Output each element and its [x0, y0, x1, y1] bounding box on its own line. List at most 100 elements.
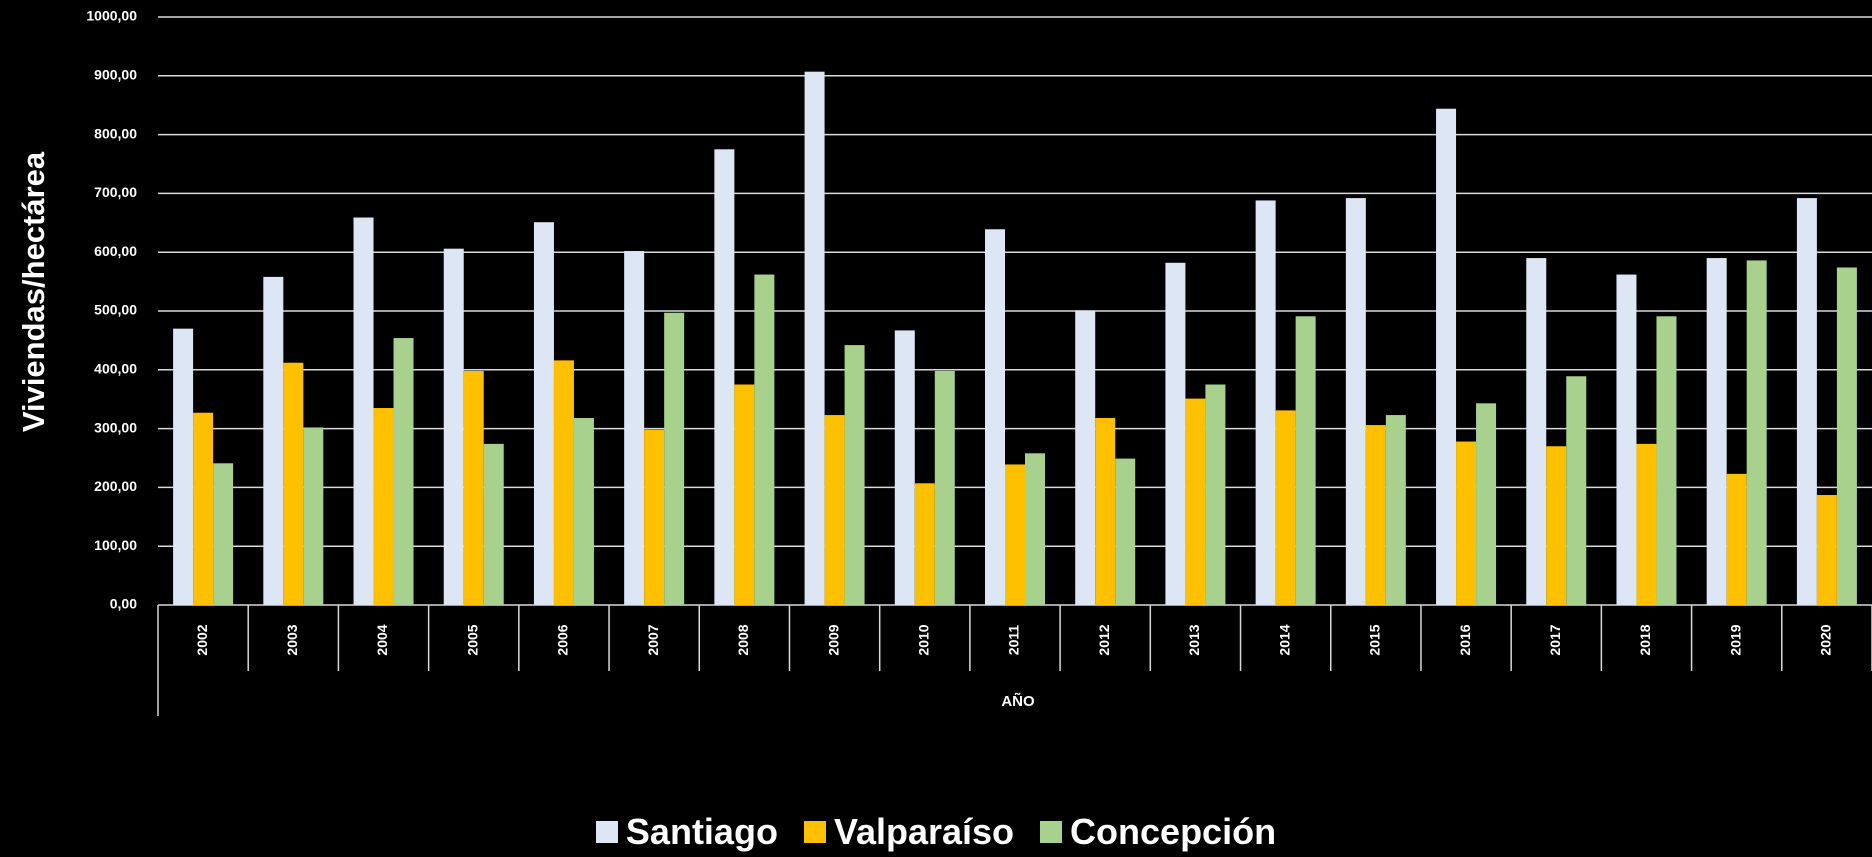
x-tick-label: 2003	[284, 624, 300, 655]
bar	[734, 384, 755, 605]
bar	[393, 338, 414, 605]
x-tick-label: 2018	[1637, 624, 1653, 655]
bar	[1836, 267, 1857, 605]
bar	[463, 370, 484, 605]
y-axis-title: Viviendas/hectárea	[16, 151, 51, 432]
legend-item: Santiago	[595, 811, 778, 853]
bar	[1636, 443, 1657, 605]
x-tick-label: 2010	[915, 624, 931, 655]
bar	[1185, 398, 1206, 605]
bar	[1365, 425, 1386, 605]
x-tick-label: 2008	[735, 624, 751, 655]
legend-swatch	[803, 821, 826, 843]
x-axis-title: AÑO	[1001, 692, 1035, 710]
x-tick-label: 2017	[1547, 624, 1563, 655]
bar	[1476, 403, 1497, 605]
bar	[1295, 316, 1316, 605]
bar	[1526, 258, 1547, 605]
x-tick-label: 2015	[1367, 624, 1383, 655]
y-tick-label: 600,00	[94, 243, 137, 259]
x-tick-label: 2004	[374, 624, 390, 655]
bar	[193, 412, 214, 605]
y-tick-label: 400,00	[94, 361, 137, 377]
bar	[934, 370, 955, 605]
x-tick-label: 2011	[1006, 625, 1022, 656]
x-tick-label: 2005	[464, 624, 480, 655]
y-tick-label: 900,00	[94, 67, 137, 83]
bar	[303, 427, 324, 605]
bar	[1385, 415, 1406, 605]
bar	[1796, 198, 1817, 605]
bar	[533, 222, 554, 605]
y-tick-label: 100,00	[94, 537, 137, 553]
bar	[1165, 262, 1186, 605]
bar	[754, 274, 775, 605]
y-tick-label: 200,00	[94, 478, 137, 494]
x-tick-label: 2013	[1186, 624, 1202, 655]
chart: Viviendas/hectárea AÑO 0,00 100,00 200,00 3…	[16, 8, 1872, 716]
bar	[824, 415, 845, 605]
bar	[894, 330, 915, 605]
y-tick-label: 800,00	[94, 125, 137, 141]
bar	[353, 217, 374, 605]
bar	[1456, 441, 1477, 605]
x-tick-label: 2016	[1457, 624, 1473, 655]
x-tick-label: 2007	[645, 624, 661, 655]
bar	[483, 443, 504, 605]
legend-label: Santiago	[625, 811, 778, 852]
bar	[644, 429, 665, 605]
bar	[1345, 198, 1366, 605]
x-tick-label: 2020	[1818, 624, 1834, 655]
y-tick-label: 0,00	[110, 596, 137, 612]
bar	[1275, 410, 1296, 605]
bar	[1075, 310, 1096, 605]
x-tick-label: 2006	[555, 624, 571, 655]
bar	[844, 345, 865, 605]
bar	[804, 71, 825, 605]
bar	[1095, 418, 1116, 605]
legend-label: Valparaíso	[833, 811, 1015, 852]
legend-item: Valparaíso	[803, 811, 1015, 853]
bar	[1726, 473, 1747, 605]
bar	[1255, 200, 1276, 605]
x-tick-label: 2012	[1096, 624, 1112, 655]
bar	[373, 408, 394, 605]
x-tick-label: 2009	[825, 624, 841, 655]
y-tick-label: 700,00	[94, 184, 137, 200]
legend-item: Concepción	[1040, 811, 1276, 853]
bar	[553, 360, 574, 605]
bar	[624, 251, 645, 606]
bar	[173, 328, 194, 605]
bar	[1546, 446, 1567, 605]
bar	[1436, 108, 1457, 605]
bar	[1205, 384, 1226, 605]
bar	[263, 276, 284, 605]
bar	[1025, 453, 1045, 605]
x-tick-label: 2002	[194, 624, 210, 655]
bar	[443, 248, 464, 605]
bar	[283, 362, 304, 605]
bar	[1115, 458, 1136, 605]
bar	[914, 483, 935, 605]
y-tick-label: 500,00	[94, 302, 137, 318]
x-tick-label: 2014	[1276, 624, 1292, 655]
bar	[1816, 495, 1837, 605]
bar	[1706, 258, 1727, 605]
legend-label: Concepción	[1070, 811, 1277, 852]
legend-swatch	[595, 821, 618, 843]
bar	[1616, 274, 1637, 605]
bar	[213, 463, 234, 605]
legend: Santiago Valparaíso Concepción	[0, 810, 1872, 854]
x-tick-label: 2019	[1727, 624, 1743, 655]
bar	[1005, 464, 1025, 605]
bar	[985, 229, 1005, 605]
y-tick-label: 1000,00	[86, 8, 137, 24]
bar	[573, 418, 594, 605]
bar	[714, 149, 735, 606]
y-tick-label: 300,00	[94, 419, 137, 435]
legend-swatch	[1040, 821, 1063, 843]
bar	[664, 312, 685, 605]
bar	[1566, 376, 1587, 605]
bar	[1656, 316, 1677, 605]
